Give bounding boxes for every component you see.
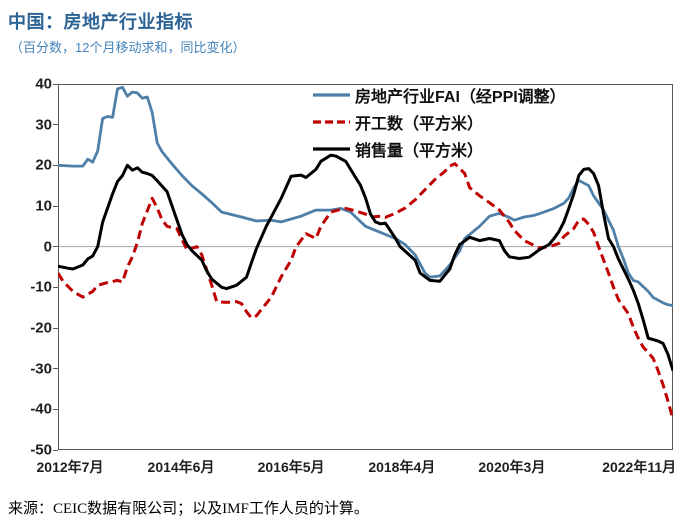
page-subtitle: （百分数，12个月移动求和，同比变化） [10,40,246,55]
plot-area [56,84,675,450]
x-tick-label: 2014年6月 [147,459,215,475]
plot-svg [56,84,675,450]
x-tick-label: 2016年5月 [257,459,325,475]
y-tick-mark [53,83,58,85]
page-title: 中国：房地产行业指标 [8,12,193,32]
sales-line-swatch-icon [313,146,350,151]
y-tick-label: -30 [30,360,52,378]
y-tick-mark [53,164,58,166]
starts-line-swatch-icon [313,119,350,124]
legend-item-sales: 销售量（平方米） [313,135,566,162]
fai-series-line [57,85,674,307]
y-tick-mark [53,246,58,248]
x-tick-label: 2020年3月 [478,459,546,475]
x-tick-label: 2018年4月 [368,459,436,475]
y-tick-label: 30 [35,116,52,134]
sales-series-line [57,153,675,372]
legend-item-fai: 房地产行业FAI（经PPI调整） [313,81,566,108]
y-tick-label: -20 [30,319,52,337]
x-tick-label: 2012年7月 [36,459,104,475]
y-tick-mark [53,205,58,207]
y-tick-mark [53,368,58,370]
y-tick-mark [53,408,58,410]
fai-line-swatch-icon [313,92,350,97]
source-note: 来源：CEIC数据有限公司；以及IMF工作人员的计算。 [8,501,369,517]
y-tick-mark [53,124,58,126]
y-tick-label: 10 [35,197,52,215]
legend-item-starts: 开工数（平方米） [313,108,566,135]
y-tick-mark [53,449,58,451]
legend-label-fai: 房地产行业FAI（经PPI调整） [355,88,566,106]
legend-label-sales: 销售量（平方米） [355,142,484,160]
y-tick-mark [53,327,58,329]
y-tick-label: -50 [30,441,52,459]
legend-label-starts: 开工数（平方米） [355,115,484,133]
y-tick-mark [53,286,58,288]
starts-series-line [56,162,675,420]
y-tick-label: 20 [35,156,52,174]
y-tick-label: -10 [30,278,52,296]
y-tick-label: 0 [43,238,52,256]
y-tick-label: -40 [30,400,52,418]
legend: 房地产行业FAI（经PPI调整） 开工数（平方米） 销售量（平方米） [313,81,566,162]
y-tick-label: 40 [35,75,52,93]
x-tick-label: 2022年11月 [602,459,677,475]
